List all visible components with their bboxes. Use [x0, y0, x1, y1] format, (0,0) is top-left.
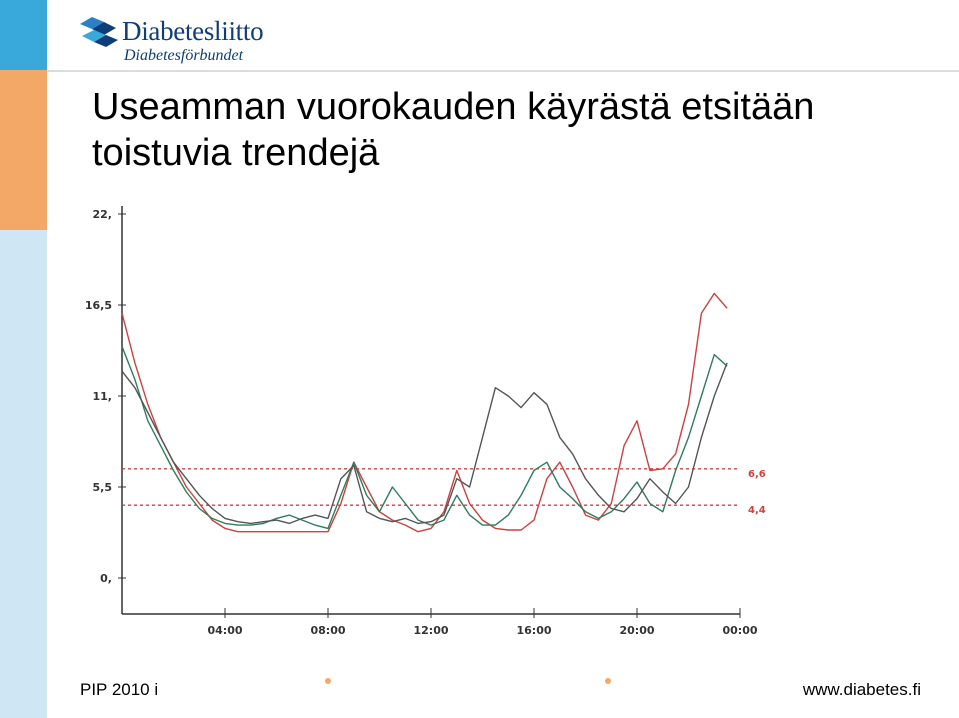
- series-line: [121, 346, 728, 530]
- sidebar-orange-block: [0, 70, 47, 230]
- y-tick-label: 16,5: [85, 299, 112, 312]
- logo-mark-icon: [80, 17, 118, 47]
- x-tick-label: 20:00: [619, 624, 654, 637]
- reference-line-label: 6,6: [748, 469, 766, 480]
- x-tick-label: 12:00: [413, 624, 448, 637]
- logo-name: Diabetesliitto: [122, 16, 264, 46]
- y-tick-label: 0,: [100, 572, 112, 585]
- series-line: [121, 292, 728, 533]
- title-line-2: toistuvia trendejä: [92, 132, 380, 174]
- series-line: [121, 362, 728, 525]
- title-line-1: Useamman vuorokauden käyrästä etsitään: [92, 86, 815, 128]
- x-tick-label: 04:00: [207, 624, 242, 637]
- diabetesliitto-logo: Diabetesliitto Diabetesförbundet: [78, 12, 298, 68]
- footer-dot-2: [605, 678, 611, 684]
- x-tick-label: 08:00: [310, 624, 345, 637]
- header-divider: [47, 70, 959, 72]
- footer-left-text: PIP 2010 i: [80, 680, 159, 699]
- reference-line-label: 4,4: [748, 505, 766, 516]
- logo-subname: Diabetesförbundet: [124, 47, 244, 64]
- y-tick-label: 5,5: [93, 481, 113, 494]
- footer-dot-1: [325, 678, 331, 684]
- x-tick-label: 00:00: [722, 624, 757, 637]
- footer-website-link[interactable]: www.diabetes.fi: [802, 680, 921, 699]
- page-title: Useamman vuorokauden käyrästä etsitään t…: [92, 84, 814, 176]
- glucose-chart: 0, 5,5 11, 16,5 22, 04:00 08:00 12:00 16:00 20:00…: [85, 206, 766, 637]
- y-tick-label: 22,: [93, 208, 113, 221]
- sidebar-top-block: [0, 0, 47, 70]
- y-tick-label: 11,: [93, 390, 113, 403]
- sidebar-light-block: [0, 230, 47, 718]
- x-tick-label: 16:00: [516, 624, 551, 637]
